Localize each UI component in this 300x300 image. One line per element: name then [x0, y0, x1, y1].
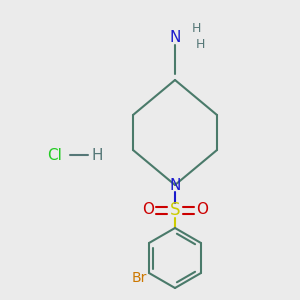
Text: N: N: [169, 31, 181, 46]
Text: Cl: Cl: [48, 148, 62, 163]
Text: H: H: [195, 38, 205, 52]
Text: N: N: [169, 178, 181, 193]
Text: S: S: [170, 201, 180, 219]
Text: H: H: [191, 22, 201, 34]
Text: O: O: [196, 202, 208, 217]
Text: O: O: [142, 202, 154, 217]
Text: H: H: [91, 148, 103, 163]
Text: Br: Br: [131, 271, 147, 285]
